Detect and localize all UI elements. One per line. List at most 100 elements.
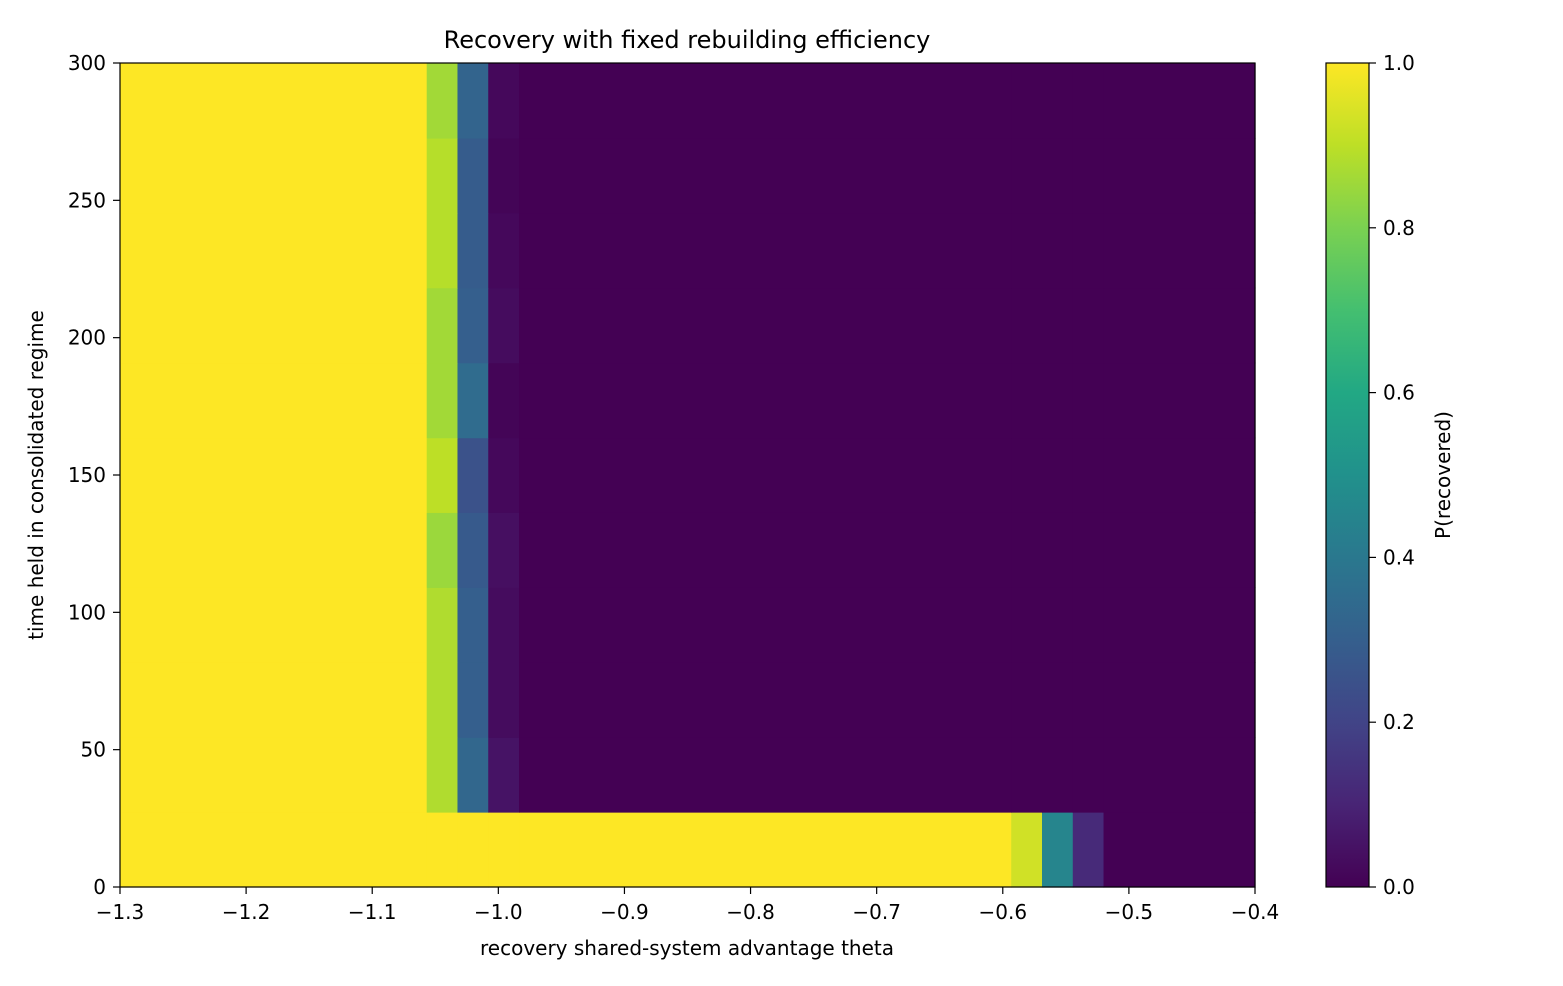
heatmap-cell — [457, 512, 489, 588]
colorbar-tick-label: 0.6 — [1383, 381, 1415, 405]
heatmap-cell — [1011, 512, 1043, 588]
colorbar-tick-label: 0.8 — [1383, 216, 1415, 240]
heatmap-cell — [519, 137, 1012, 214]
heatmap-cell — [519, 63, 1012, 139]
heatmap-cell — [457, 63, 489, 139]
heatmap-cell — [488, 437, 520, 513]
heatmap-cell — [1011, 137, 1043, 214]
heatmap-cell — [426, 63, 459, 139]
colorbar-label: P(recovered) — [1431, 411, 1455, 539]
y-tick-label: 0 — [93, 875, 106, 899]
heatmap-cell — [1103, 587, 1256, 663]
heatmap-cell — [457, 287, 489, 364]
heatmap-cell — [488, 212, 520, 289]
heatmap-cell — [1072, 63, 1105, 139]
x-tick-label: −0.9 — [600, 900, 649, 924]
heatmap-cell — [1103, 737, 1256, 813]
heatmap-cell — [519, 512, 1012, 588]
heatmap-cell — [1103, 137, 1256, 214]
heatmap-cell — [1072, 437, 1105, 513]
heatmap-cell — [1011, 737, 1043, 813]
heatmap-cell — [120, 737, 428, 813]
heatmap-cell — [1072, 512, 1105, 588]
heatmap-cell — [488, 63, 520, 139]
heatmap-cell — [1103, 287, 1256, 364]
heatmap-cell — [1103, 812, 1256, 888]
heatmap-cell — [426, 512, 459, 588]
heatmap-cell — [457, 662, 489, 738]
heatmap-cell — [519, 662, 1012, 738]
heatmap-cell — [426, 362, 459, 439]
heatmap-cell — [488, 812, 520, 888]
heatmap-cell — [488, 137, 520, 214]
heatmap-cell — [519, 212, 1012, 289]
x-tick-label: −0.7 — [852, 900, 901, 924]
heatmap-cells — [120, 63, 1256, 888]
heatmap-cell — [1042, 287, 1074, 364]
heatmap-cell — [1011, 662, 1043, 738]
heatmap-cell — [1103, 437, 1256, 513]
heatmap-cell — [1072, 212, 1105, 289]
heatmap-cell — [519, 362, 1012, 439]
y-tick-label: 250 — [68, 188, 106, 212]
heatmap-cell — [426, 437, 459, 513]
heatmap-cell — [1011, 63, 1043, 139]
heatmap-cell — [519, 812, 1012, 888]
heatmap-cell — [1042, 662, 1074, 738]
colorbar-tick-label: 0.2 — [1383, 710, 1415, 734]
x-tick-label: −0.4 — [1231, 900, 1280, 924]
heatmap-cell — [1042, 63, 1074, 139]
heatmap-cell — [1011, 287, 1043, 364]
heatmap-cell — [1011, 362, 1043, 439]
heatmap-cell — [120, 662, 428, 738]
heatmap-cell — [488, 287, 520, 364]
heatmap-cell — [519, 287, 1012, 364]
heatmap-cell — [1011, 812, 1043, 888]
y-axis-label: time held in consolidated regime — [24, 310, 48, 640]
colorbar-tick-label: 0.4 — [1383, 545, 1415, 569]
heatmap-cell — [1103, 362, 1256, 439]
heatmap-cell — [1072, 287, 1105, 364]
heatmap-cell — [457, 812, 489, 888]
x-tick-label: −1.1 — [348, 900, 397, 924]
heatmap-cell — [120, 63, 428, 139]
heatmap-cell — [120, 212, 428, 289]
heatmap-cell — [457, 137, 489, 214]
x-axis-ticks: −1.3 −1.2 −1.1 −1.0 −0.9 −0.8 −0.7 −0.6 −0.5 −0.4 — [96, 887, 1280, 924]
heatmap-cell — [488, 587, 520, 663]
heatmap-cell — [426, 287, 459, 364]
heatmap-cell — [120, 812, 428, 888]
heatmap-cell — [488, 512, 520, 588]
colorbar-tick-label: 1.0 — [1383, 51, 1415, 75]
heatmap-cell — [1042, 437, 1074, 513]
heatmap-cell — [426, 737, 459, 813]
heatmap-cell — [1042, 812, 1074, 888]
heatmap-cell — [120, 587, 428, 663]
heatmap-cell — [457, 587, 489, 663]
heatmap-cell — [1042, 362, 1074, 439]
heatmap-cell — [120, 437, 428, 513]
heatmap-cell — [426, 587, 459, 663]
heatmap-cell — [120, 512, 428, 588]
heatmap-cell — [1103, 212, 1256, 289]
heatmap-cell — [120, 287, 428, 364]
heatmap-cell — [1011, 587, 1043, 663]
heatmap-cell — [1011, 437, 1043, 513]
y-tick-label: 200 — [68, 326, 106, 350]
heatmap-cell — [488, 662, 520, 738]
x-tick-label: −1.3 — [96, 900, 145, 924]
colorbar-ticks: 0.0 0.2 0.4 0.6 0.8 1.0 — [1369, 51, 1415, 899]
heatmap-cell — [1103, 662, 1256, 738]
x-tick-label: −1.2 — [222, 900, 271, 924]
chart-title: Recovery with fixed rebuilding efficienc… — [444, 26, 931, 54]
heatmap-cell — [519, 437, 1012, 513]
heatmap-cell — [426, 137, 459, 214]
heatmap-cell — [1072, 137, 1105, 214]
x-axis-label: recovery shared-system advantage theta — [480, 936, 894, 960]
heatmap-cell — [457, 362, 489, 439]
heatmap-cell — [1072, 737, 1105, 813]
x-tick-label: −0.8 — [726, 900, 775, 924]
heatmap-cell — [1072, 812, 1105, 888]
heatmap-cell — [1042, 512, 1074, 588]
